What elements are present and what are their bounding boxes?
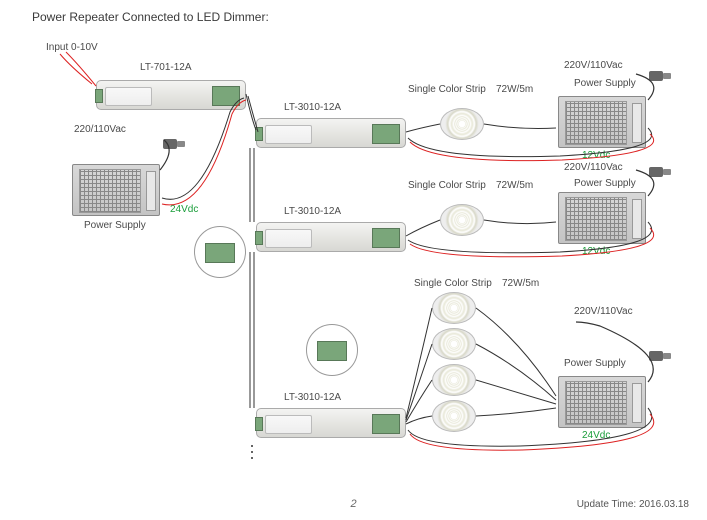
strip-rating-3: 72W/5m	[502, 278, 539, 289]
power-supply-r1	[558, 96, 646, 148]
terminal-block-icon	[255, 417, 263, 431]
terminal-block-icon	[205, 243, 235, 263]
strip-name-2: Single Color Strip	[408, 180, 486, 191]
strip-rating-1: 72W/5m	[496, 84, 533, 95]
page-title: Power Repeater Connected to LED Dimmer:	[32, 10, 269, 24]
ac-label-left: 220/110Vac	[74, 124, 126, 135]
psu-terminal-icon	[146, 171, 156, 211]
strip-rating-2: 72W/5m	[496, 180, 533, 191]
dc-label-24v-left: 24Vdc	[170, 204, 198, 215]
dc-label-r1: 12Vdc	[582, 150, 610, 161]
repeater-model-label-3: LT-3010-12A	[284, 392, 341, 403]
terminal-block-icon	[372, 414, 400, 434]
input-label: Input 0-10V	[46, 42, 98, 53]
power-supply-left	[72, 164, 160, 216]
page-number: 2	[350, 498, 356, 510]
terminal-block-icon	[255, 231, 263, 245]
psu-label-r3: Power Supply	[564, 358, 626, 369]
dimmer-controller	[96, 80, 246, 110]
led-strip-coil-2	[440, 204, 484, 236]
psu-label-r2: Power Supply	[574, 178, 636, 189]
ac-plug-icon	[649, 71, 663, 81]
psu-terminal-icon	[632, 383, 642, 423]
led-strip-coil-3d	[432, 400, 476, 432]
strip-name-3: Single Color Strip	[414, 278, 492, 289]
dc-label-r2: 12Vdc	[582, 246, 610, 257]
terminal-block-icon	[212, 86, 240, 106]
psu-grille-icon	[565, 197, 627, 241]
ac-label-r2: 220V/110Vac	[564, 162, 623, 173]
led-strip-coil-1	[440, 108, 484, 140]
terminal-block-icon	[317, 341, 347, 361]
dc-label-r3: 24Vdc	[582, 430, 610, 441]
terminal-block-icon	[372, 124, 400, 144]
power-supply-r3	[558, 376, 646, 428]
ac-label-r3: 220V/110Vac	[574, 306, 633, 317]
repeater-controller-1	[256, 118, 406, 148]
psu-label-r1: Power Supply	[574, 78, 636, 89]
psu-grille-icon	[565, 101, 627, 145]
ac-plug-icon	[649, 351, 663, 361]
ac-label-r1: 220V/110Vac	[564, 60, 623, 71]
ac-plug-icon	[163, 139, 177, 149]
update-time: Update Time: 2016.03.18	[577, 499, 689, 510]
connector-detail-1	[194, 226, 246, 278]
psu-label-left: Power Supply	[84, 220, 146, 231]
repeater-model-label-2: LT-3010-12A	[284, 206, 341, 217]
connector-detail-2	[306, 324, 358, 376]
power-supply-r2	[558, 192, 646, 244]
psu-grille-icon	[79, 169, 141, 213]
repeater-controller-3	[256, 408, 406, 438]
ac-plug-icon	[649, 167, 663, 177]
psu-terminal-icon	[632, 103, 642, 143]
psu-terminal-icon	[632, 199, 642, 239]
strip-name-1: Single Color Strip	[408, 84, 486, 95]
psu-grille-icon	[565, 381, 627, 425]
led-strip-coil-3c	[432, 364, 476, 396]
repeater-model-label-1: LT-3010-12A	[284, 102, 341, 113]
dimmer-model-label: LT-701-12A	[140, 62, 192, 73]
led-strip-coil-3b	[432, 328, 476, 360]
terminal-block-icon	[255, 127, 263, 141]
led-strip-coil-3a	[432, 292, 476, 324]
terminal-block-icon	[95, 89, 103, 103]
repeater-controller-2	[256, 222, 406, 252]
terminal-block-icon	[372, 228, 400, 248]
